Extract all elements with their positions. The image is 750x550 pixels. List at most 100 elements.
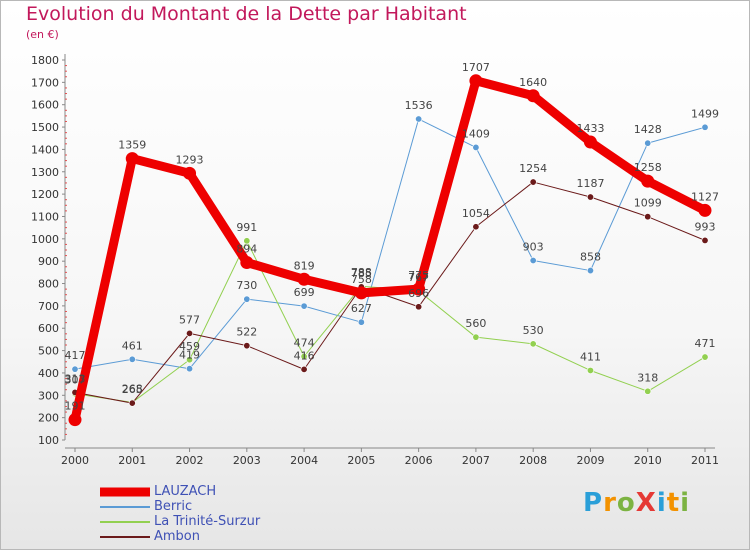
legend-swatch-ambon	[100, 535, 150, 538]
y-tick-label: 1100	[31, 210, 59, 223]
y-tick-label: 900	[38, 255, 59, 268]
y-tick-label: 100	[38, 434, 59, 447]
data-point-la-trinit-surzur	[243, 237, 251, 245]
series-line-la-trinit-surzur	[74, 240, 706, 403]
series-layer	[68, 74, 712, 427]
data-point-berric	[644, 139, 652, 147]
data-point-lauzach	[125, 152, 139, 166]
x-tick-label: 2004	[290, 454, 318, 467]
data-point-ambon	[586, 193, 594, 201]
legend-label-ambon: Ambon	[154, 529, 201, 544]
data-point-lauzach	[526, 89, 540, 103]
data-point-lauzach	[583, 135, 597, 149]
data-label-berric: 858	[580, 251, 601, 264]
data-point-berric	[243, 295, 251, 303]
data-label-ambon: 785	[351, 267, 372, 280]
data-label-la-trinit-surzur: 560	[465, 317, 486, 330]
data-point-ambon	[128, 399, 136, 407]
data-label-ambon: 696	[408, 287, 429, 300]
data-label-lauzach: 894	[236, 243, 257, 256]
data-label-lauzach: 1127	[691, 190, 719, 203]
x-tick-label: 2000	[61, 454, 89, 467]
data-point-berric	[529, 257, 537, 265]
legend-label-berric: Berric	[154, 499, 193, 514]
data-point-ambon	[415, 303, 423, 311]
data-label-la-trinit-surzur: 530	[523, 324, 544, 337]
data-point-la-trinit-surzur	[586, 366, 594, 374]
y-tick-label: 300	[38, 389, 59, 402]
data-point-lauzach	[354, 286, 368, 300]
x-tick-label: 2007	[462, 454, 490, 467]
data-point-ambon	[186, 329, 194, 337]
data-label-berric: 461	[122, 339, 143, 352]
series-line-ambon	[74, 181, 706, 404]
data-label-la-trinit-surzur: 474	[294, 336, 315, 349]
data-labels-layer: 417 461 419 730 699 627 1536 1409 903 858 1428 1499…	[65, 61, 720, 413]
data-label-la-trinit-surzur: 991	[236, 221, 257, 234]
y-tick-label: 1000	[31, 233, 59, 246]
legend-label-la-trinit-surzur: La Trinité-Surzur	[154, 514, 261, 529]
x-tick-label: 2001	[118, 454, 146, 467]
y-tick-label: 1600	[31, 99, 59, 112]
chart-title: Evolution du Montant de la Dette par Hab…	[26, 3, 467, 25]
data-label-berric: 419	[179, 349, 200, 362]
data-label-ambon: 522	[236, 326, 257, 339]
y-tick-label: 1800	[31, 54, 59, 67]
y-tick-label: 600	[38, 322, 59, 335]
data-point-berric	[586, 267, 594, 275]
data-label-la-trinit-surzur: 411	[580, 350, 601, 363]
data-point-berric	[186, 365, 194, 373]
data-label-ambon: 265	[122, 383, 143, 396]
data-point-ambon	[472, 223, 480, 231]
chart-axes: 100 200 300 400 500 600 700 800 900 1000 1100 1200 1…	[31, 54, 719, 467]
legend: LAUZACH Berric La Trinité-Surzur Ambon	[100, 484, 260, 544]
y-tick-label: 800	[38, 278, 59, 291]
data-label-berric: 1409	[462, 127, 490, 140]
data-point-lauzach	[698, 203, 712, 217]
data-point-la-trinit-surzur	[644, 387, 652, 395]
data-label-ambon: 313	[65, 372, 86, 385]
data-label-la-trinit-surzur: 318	[637, 371, 658, 384]
data-label-lauzach: 1258	[634, 161, 662, 174]
x-tick-label: 2005	[347, 454, 375, 467]
data-label-ambon: 577	[179, 313, 200, 326]
data-point-la-trinit-surzur	[529, 340, 537, 348]
y-tick-label: 500	[38, 345, 59, 358]
y-tick-label: 1500	[31, 121, 59, 134]
data-point-lauzach	[240, 256, 254, 270]
x-tick-label: 2010	[634, 454, 662, 467]
data-label-berric: 417	[65, 349, 86, 362]
data-point-ambon	[529, 178, 537, 186]
data-point-ambon	[701, 236, 709, 244]
data-point-la-trinit-surzur	[186, 356, 194, 364]
data-label-lauzach: 775	[408, 269, 429, 282]
data-label-berric: 1428	[634, 123, 662, 136]
data-point-berric	[415, 115, 423, 123]
data-label-la-trinit-surzur: 459	[179, 340, 200, 353]
data-label-ambon: 416	[294, 349, 315, 362]
data-label-berric: 730	[236, 279, 257, 292]
data-label-lauzach: 1640	[519, 76, 547, 89]
data-label-lauzach: 1433	[576, 122, 604, 135]
data-label-berric: 627	[351, 302, 372, 315]
y-tick-label: 1200	[31, 188, 59, 201]
data-point-ambon	[300, 365, 308, 373]
data-point-berric	[472, 143, 480, 151]
data-label-la-trinit-surzur: 767	[408, 271, 429, 284]
data-point-lauzach	[412, 282, 426, 296]
data-label-berric: 903	[523, 241, 544, 254]
legend-item-lauzach: LAUZACH	[100, 484, 260, 499]
data-label-ambon: 1254	[519, 162, 547, 175]
data-label-lauzach: 819	[294, 259, 315, 272]
data-label-lauzach: 191	[65, 400, 86, 413]
data-label-lauzach: 1707	[462, 61, 490, 74]
x-tick-label: 2008	[519, 454, 547, 467]
data-point-lauzach	[68, 413, 82, 427]
legend-label-lauzach: LAUZACH	[154, 484, 217, 499]
data-label-la-trinit-surzur: 307	[65, 374, 86, 387]
data-point-ambon	[243, 342, 251, 350]
y-tick-label: 1300	[31, 166, 59, 179]
data-label-lauzach: 758	[351, 273, 372, 286]
y-tick-label: 200	[38, 412, 59, 425]
